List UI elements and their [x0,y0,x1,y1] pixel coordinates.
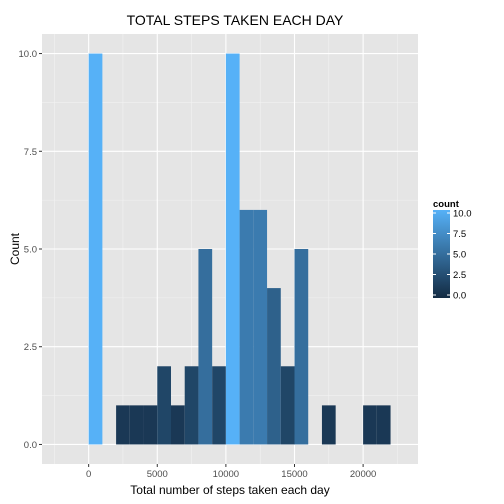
histogram-bar [143,405,158,445]
y-tick-label: 10.0 [19,49,38,60]
legend-title: count [433,199,460,210]
legend-ticks: 10.0 7.5 5.0 2.5 0.0 [433,209,472,302]
legend-label: 5.0 [453,250,466,261]
histogram-bar [239,209,254,445]
histogram-bar [170,405,185,445]
y-tick-label: 0.0 [24,440,37,451]
y-tick-label: 2.5 [24,342,37,353]
histogram-bar [294,249,309,445]
histogram-bar [198,249,213,445]
y-tick-label: 7.5 [24,147,37,158]
histogram-bar [280,366,295,445]
legend-label: 10.0 [453,209,472,220]
histogram-bar [253,209,268,445]
histogram-bar [376,405,391,445]
histogram-bars [88,53,391,445]
histogram-bar [225,53,240,445]
legend-label: 7.5 [453,229,466,240]
x-axis-title: Total number of steps taken each day [130,483,329,497]
y-tick-label: 5.0 [24,245,37,256]
histogram-bar [157,366,171,445]
histogram-bar [184,366,199,445]
histogram-bar [267,288,281,445]
histogram-bar [212,366,226,445]
y-axis-ticks: 0.0 2.5 5.0 7.5 10.0 [19,49,42,451]
x-tick-label: 5000 [147,469,168,480]
x-tick-label: 10000 [213,469,239,480]
histogram-bar [363,405,377,445]
legend-label: 0.0 [453,291,466,302]
x-tick-label: 15000 [281,469,307,480]
chart-title: TOTAL STEPS TAKEN EACH DAY [127,12,344,28]
histogram-bar [321,405,336,445]
x-tick-label: 20000 [350,469,376,480]
histogram-bar [116,405,130,445]
legend-colorbar [433,210,450,298]
x-axis-ticks: 0 5000 10000 15000 20000 [86,464,376,480]
histogram-bar [129,405,144,445]
x-tick-label: 0 [86,469,91,480]
legend-label: 2.5 [453,270,466,281]
legend: count 10.0 7.5 5.0 2.5 0.0 [433,199,472,302]
histogram-bar [88,53,103,445]
y-axis-title: Count [8,232,22,265]
